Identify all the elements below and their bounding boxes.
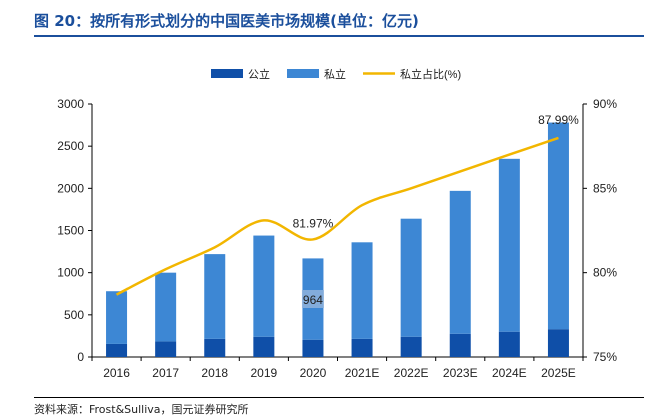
chart-title: 图 20：按所有形式划分的中国医美市场规模(单位：亿元) — [34, 12, 419, 30]
x-tick-label: 2016 — [103, 366, 130, 380]
legend-swatch-private — [287, 69, 319, 78]
bar-private — [449, 190, 471, 334]
value-label-2020-private: 964 — [303, 293, 323, 307]
x-tick-label: 2019 — [250, 366, 277, 380]
chart-area: 公立 私立 私立占比(%) 0 500 1000 1500 2000 2500 3000 75% 8… — [57, 67, 617, 380]
share-label-2020: 81.97% — [293, 216, 334, 230]
left-tick-label: 1500 — [57, 224, 84, 238]
bar-public — [204, 338, 226, 357]
bar-private — [351, 242, 373, 339]
x-tick-label: 2021E — [345, 366, 380, 380]
bar-private — [204, 254, 226, 339]
annotations: 81.97% 87.99% 964 — [293, 113, 579, 308]
bar-private — [106, 291, 128, 344]
x-tick-label: 2024E — [492, 366, 527, 380]
x-tick-label: 2025E — [541, 366, 576, 380]
left-tick-label: 3000 — [57, 97, 84, 111]
bar-public — [498, 331, 520, 357]
left-tick-label: 500 — [64, 308, 84, 322]
bar-private — [253, 235, 275, 337]
axes: 0 500 1000 1500 2000 2500 3000 75% 80% 85% 90% 2016… — [57, 97, 617, 380]
value-label-bg — [301, 290, 324, 308]
bar-private — [498, 158, 520, 332]
right-tick-label: 90% — [593, 97, 617, 111]
x-tick-label: 2022E — [394, 366, 429, 380]
legend-label-public: 公立 — [248, 67, 270, 81]
bar-public — [106, 343, 128, 357]
x-tick-label: 2017 — [152, 366, 179, 380]
right-tick-label: 85% — [593, 181, 617, 195]
title-divider — [34, 35, 644, 37]
left-tick-label: 2500 — [57, 139, 84, 153]
x-tick-label: 2018 — [201, 366, 228, 380]
share-label-2025e: 87.99% — [538, 113, 579, 127]
bar-private — [400, 218, 422, 337]
bar-public — [351, 338, 373, 357]
bars — [106, 122, 569, 357]
share-line-path — [115, 136, 559, 296]
source-note: 资料来源：Frost&Sulliva，国元证券研究所 — [34, 403, 249, 416]
left-tick-label: 1000 — [57, 266, 84, 280]
bar-public — [302, 339, 324, 357]
x-tick-label: 2023E — [443, 366, 478, 380]
left-tick-label: 0 — [77, 350, 84, 364]
bar-private — [155, 272, 177, 342]
right-tick-label: 75% — [593, 350, 617, 364]
bar-public — [253, 336, 275, 357]
share-line — [115, 136, 559, 296]
right-tick-label: 80% — [593, 266, 617, 280]
bar-public — [155, 341, 177, 357]
source-divider — [34, 397, 644, 398]
bar-public — [547, 329, 569, 357]
bar-private — [547, 122, 569, 330]
x-tick-label: 2020 — [300, 366, 327, 380]
legend-swatch-public — [211, 69, 243, 78]
legend-label-share: 私立占比(%) — [400, 67, 461, 81]
bar-public — [449, 333, 471, 357]
bar-public — [400, 336, 422, 357]
left-tick-label: 2000 — [57, 181, 84, 195]
legend: 公立 私立 私立占比(%) — [211, 67, 461, 81]
legend-label-private: 私立 — [324, 67, 346, 81]
